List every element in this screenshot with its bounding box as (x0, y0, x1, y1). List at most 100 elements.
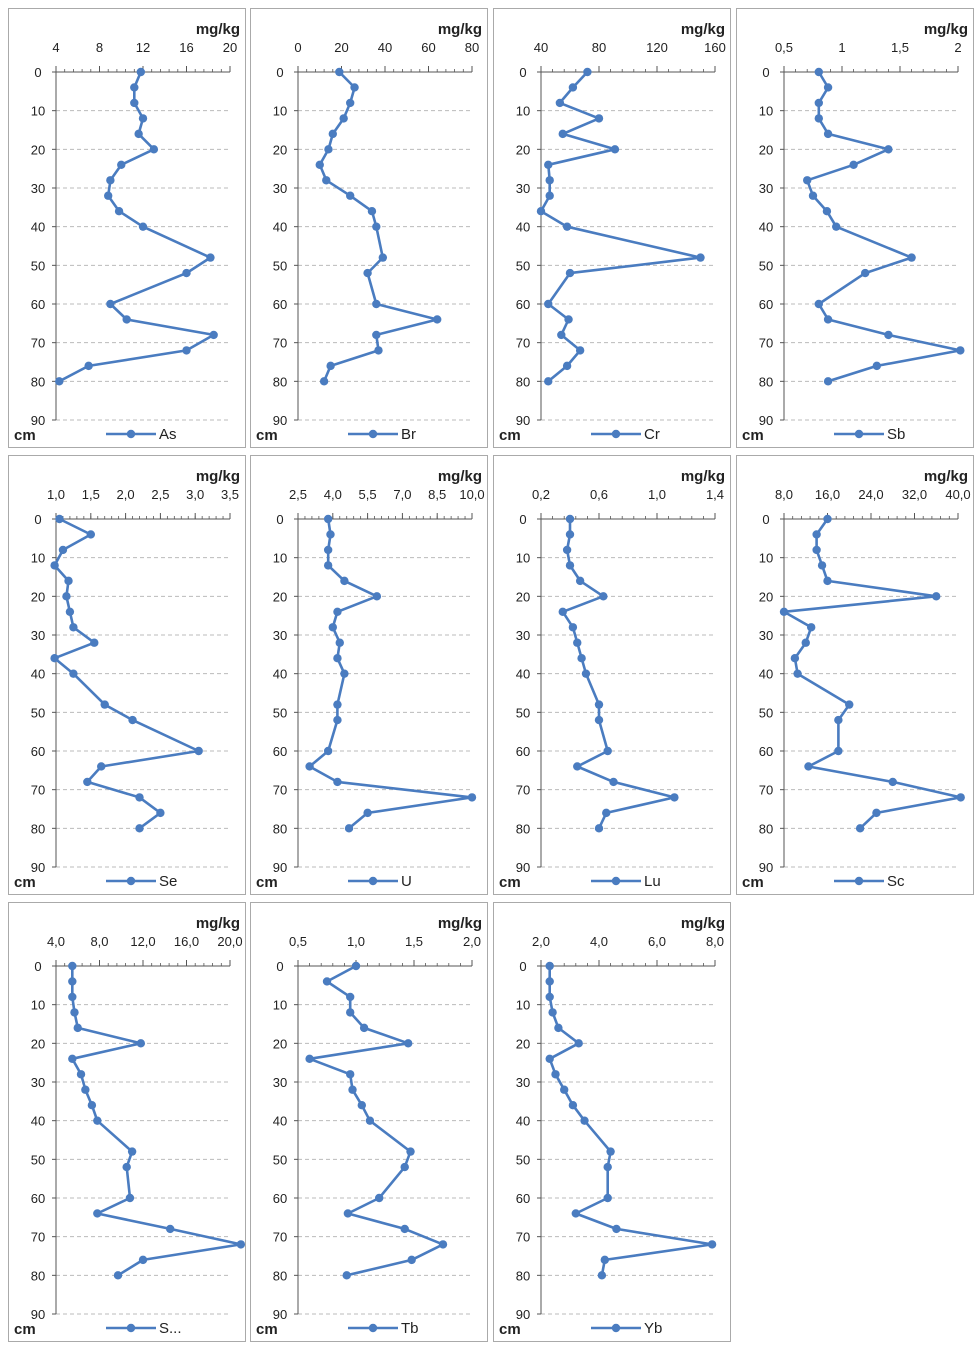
x-unit-label: mg/kg (681, 468, 725, 485)
y-tick-label: 90 (31, 1307, 45, 1322)
data-point (69, 623, 78, 632)
data-point (599, 592, 608, 601)
y-tick-label: 50 (31, 1152, 45, 1167)
legend-marker (368, 429, 378, 439)
legend-marker (611, 876, 621, 886)
y-tick-label: 40 (759, 220, 773, 235)
y-tick-label: 0 (34, 959, 41, 974)
data-point (956, 793, 965, 802)
legend-label: Yb (644, 1320, 662, 1337)
y-tick-label: 60 (759, 744, 773, 759)
y-tick-label: 10 (759, 551, 773, 566)
data-point (194, 746, 203, 756)
chart-panel-cr: 0 10 20 30 40 50 60 70 80 90 40 80 120 160 mg/kg cm Cr (493, 8, 731, 448)
chart-svg-yb: 0 10 20 30 40 50 60 70 80 90 2,0 4,0 6,0 8,0 mg/kg cm Yb (493, 902, 731, 1342)
data-point (568, 83, 578, 92)
data-point (113, 1271, 123, 1280)
y-tick-label: 30 (759, 628, 773, 643)
x-tick-label: 1,0 (347, 934, 365, 949)
y-tick-label: 20 (759, 142, 773, 157)
data-point (138, 222, 148, 231)
data-point (707, 1240, 717, 1249)
data-point (834, 746, 843, 756)
x-tick-label: 16 (179, 40, 193, 55)
data-point (135, 793, 144, 802)
y-tick-label: 10 (273, 551, 287, 566)
data-point (433, 315, 442, 324)
y-tick-label: 10 (31, 551, 45, 566)
data-point (400, 1224, 409, 1234)
y-unit-label: cm (256, 427, 278, 444)
x-unit-label: mg/kg (438, 915, 482, 932)
data-point (344, 824, 354, 833)
y-tick-label: 50 (31, 705, 45, 720)
x-tick-label: 1,5 (891, 40, 909, 55)
data-point (340, 669, 349, 678)
panel-border (736, 455, 974, 895)
y-tick-label: 80 (31, 374, 45, 389)
legend-label: Br (401, 426, 416, 443)
legend-label: Sb (887, 426, 905, 443)
x-tick-label: 2,0 (463, 934, 481, 949)
legend-marker (611, 429, 621, 439)
y-tick-label: 80 (516, 1268, 530, 1283)
data-point (138, 1255, 148, 1265)
data-point (333, 715, 342, 725)
y-tick-label: 50 (273, 705, 287, 720)
x-tick-label: 120 (646, 40, 668, 55)
x-unit-label: mg/kg (924, 21, 968, 38)
x-tick-label: 1,5 (405, 934, 423, 949)
data-point (823, 129, 833, 139)
x-unit-label: mg/kg (924, 468, 968, 485)
data-point (357, 1101, 366, 1110)
y-tick-label: 80 (516, 374, 530, 389)
y-tick-label: 0 (762, 65, 769, 80)
data-point (551, 1070, 560, 1079)
data-point (130, 98, 139, 108)
data-point (125, 1193, 135, 1203)
data-point (149, 145, 159, 154)
y-tick-label: 40 (516, 220, 530, 235)
data-point (565, 514, 575, 524)
y-tick-label: 70 (759, 783, 773, 798)
data-point (127, 1147, 137, 1156)
data-point (404, 1039, 413, 1048)
data-point (343, 1209, 353, 1218)
data-point (609, 777, 618, 787)
y-tick-label: 70 (516, 336, 530, 351)
data-point (823, 377, 833, 386)
x-tick-label: 12,0 (130, 934, 155, 949)
y-tick-label: 80 (31, 821, 45, 836)
x-tick-label: 24,0 (858, 487, 883, 502)
y-tick-label: 20 (273, 589, 287, 604)
data-point (823, 514, 832, 524)
x-tick-label: 0,6 (590, 487, 608, 502)
y-tick-label: 30 (516, 181, 530, 196)
data-point (342, 1271, 351, 1280)
data-point (350, 83, 359, 92)
chart-panel-yb: 0 10 20 30 40 50 60 70 80 90 2,0 4,0 6,0 8,0 mg/kg cm Yb (493, 902, 731, 1342)
x-tick-label: 3,5 (221, 487, 239, 502)
y-tick-label: 80 (273, 821, 287, 836)
y-tick-label: 40 (273, 1114, 287, 1129)
data-point (467, 793, 477, 802)
data-point (577, 654, 586, 663)
y-tick-label: 0 (276, 512, 283, 527)
data-point (122, 1162, 131, 1172)
data-point (803, 176, 812, 185)
data-point (575, 576, 585, 586)
y-tick-label: 70 (759, 336, 773, 351)
y-tick-label: 40 (31, 220, 45, 235)
data-point (801, 638, 810, 647)
chart-panel-sc: 0 10 20 30 40 50 60 70 80 90 8,0 16,0 24,0 32,0 40,0 mg… (736, 455, 974, 895)
data-point (594, 715, 604, 725)
data-point (335, 638, 344, 647)
data-point (790, 654, 800, 663)
data-point (97, 762, 106, 771)
data-point (560, 1085, 569, 1094)
data-point (603, 746, 612, 756)
legend-label: S... (159, 1320, 182, 1337)
legend-label: As (159, 426, 177, 443)
chart-svg-br: 0 10 20 30 40 50 60 70 80 90 0 20 40 60 80 mg/kg cm Br (250, 8, 488, 448)
data-point (122, 315, 131, 324)
